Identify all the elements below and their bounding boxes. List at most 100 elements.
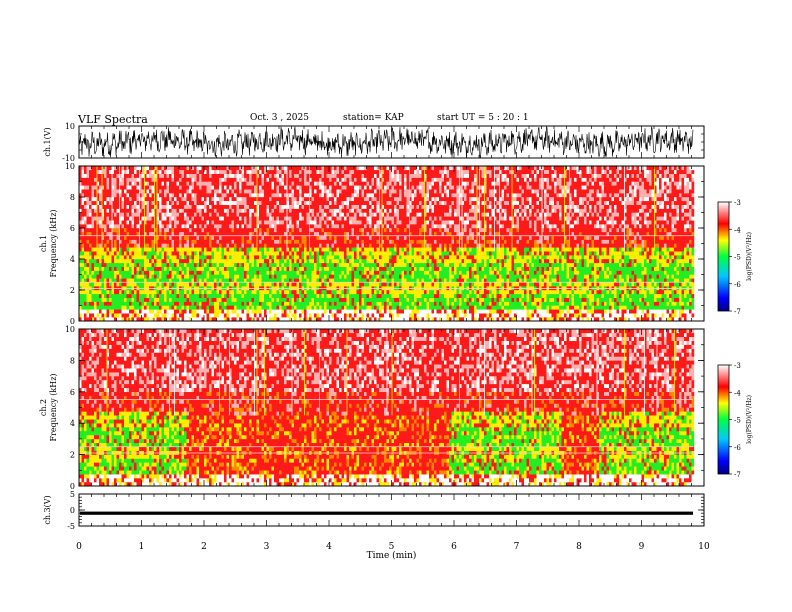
ch1-spectrogram-cell <box>309 224 312 229</box>
ch1-spectrogram-cell <box>241 305 245 310</box>
ch1-spectrogram-cell <box>314 235 317 240</box>
ch1-spectrogram-cell <box>199 200 202 205</box>
ch1-spectrogram-cell <box>216 231 220 236</box>
ch1-spectrogram-cell <box>141 208 145 213</box>
ch1-spectrogram-cell <box>236 270 240 275</box>
ch1-spectrogram-cell <box>309 290 312 295</box>
ch1-spectrogram-cell <box>89 301 92 306</box>
ch1-spectrogram-cell <box>171 293 175 298</box>
ch1-spectrogram-cell <box>206 228 210 233</box>
ch1-spectrogram-cell <box>149 251 152 256</box>
ch1-spectrogram-cell <box>169 193 172 198</box>
ch1-spectrogram-cell <box>204 290 207 295</box>
ch1-spectrogram-cell <box>261 231 265 236</box>
ch1-spectrogram-cell <box>279 301 282 306</box>
ch1-spectrogram-cell <box>356 228 360 233</box>
ch1-spectrogram-cell <box>201 251 205 256</box>
ch1-spectrogram-cell <box>229 208 232 213</box>
ch1-spectrogram-cell <box>186 259 190 264</box>
ch1-spectrogram-cell <box>271 200 275 205</box>
ch1-spectrogram-cell <box>86 251 90 256</box>
ch1-spectrogram-cell <box>306 278 310 283</box>
ch1-spectrogram-cell <box>126 262 130 267</box>
ch1-spectrogram-cell <box>241 309 245 314</box>
ch1-spectrogram-cell <box>221 247 225 252</box>
ch1-spectrogram-cell <box>244 243 247 248</box>
ch1-spectrogram-cell <box>299 297 302 302</box>
ch1-spectrogram-cell <box>94 228 97 233</box>
ch1-spectrogram-cell <box>366 243 370 248</box>
ch1-spectrogram-cell <box>111 169 115 174</box>
ch1-spectrogram-cell <box>251 305 255 310</box>
ch1-spectrogram-cell <box>354 290 357 295</box>
ch1-spectrogram-cell <box>359 177 362 182</box>
ch1-spectrogram-cell <box>174 216 177 221</box>
ch1-spectrogram-cell <box>131 173 135 178</box>
ch1-spectrogram-cell <box>166 216 170 221</box>
ch1-spectrogram-cell <box>304 200 307 205</box>
ch1-spectrogram-cell <box>289 208 292 213</box>
ch1-spectrogram-cell <box>366 216 370 221</box>
ch1-spectrogram-cell <box>209 204 212 209</box>
ch1-spectrogram-cell <box>371 177 375 182</box>
ch1-spectrogram-cell <box>126 293 130 298</box>
ch1-spectrogram-cell <box>131 239 135 244</box>
ch1-spectrogram-cell <box>149 290 152 295</box>
ch1-spectrogram-cell <box>309 200 312 205</box>
ch1-spectrogram-cell <box>374 193 377 198</box>
ch1-spectrogram-cell <box>119 185 122 190</box>
ch1-spectrogram-cell <box>204 293 207 298</box>
ch1-spectrogram-cell <box>194 278 197 283</box>
ch1-spectrogram-cell <box>171 204 175 209</box>
ch1-spectrogram-cell <box>126 278 130 283</box>
ch1-spectrogram-cell <box>214 290 217 295</box>
ch1-spectrogram-cell <box>286 185 290 190</box>
ch1-spectrogram-cell <box>306 313 310 318</box>
ch1-spectrogram-cell <box>196 247 200 252</box>
ch1-spectrogram-cell <box>339 305 342 310</box>
ch1-spectrogram-cell <box>221 181 225 186</box>
ch1-spectrogram-cell <box>89 247 92 252</box>
ch1-spectrogram-cell <box>146 317 150 322</box>
ch1-spectrogram-cell <box>86 220 90 225</box>
ch1-spectrogram-cell <box>271 297 275 302</box>
ch1-spectrogram-cell <box>136 235 140 240</box>
ch1-spectrogram-cell <box>236 200 240 205</box>
ch1-spectrogram-cell <box>291 247 295 252</box>
ch1-spectrogram-cell <box>374 189 377 194</box>
ch1-spectrogram-cell <box>261 270 265 275</box>
ch1-spectrogram-cell <box>236 305 240 310</box>
ch1-spectrogram-cell <box>99 224 102 229</box>
ch1-spectrogram-cell <box>274 169 277 174</box>
ch1-spectrogram-cell <box>249 231 252 236</box>
ch1-spectrogram-cell <box>184 216 187 221</box>
ch1-spectrogram-cell <box>101 239 105 244</box>
ch1-spectrogram-cell <box>366 185 370 190</box>
ch1-spectrogram-cell <box>211 212 215 217</box>
ch1-spectrogram-cell <box>351 231 355 236</box>
ch1-spectrogram-cell <box>261 301 265 306</box>
ch1-spectrogram-cell <box>164 185 167 190</box>
ch1-spectrogram-cell <box>381 262 385 267</box>
ch1-spectrogram-cell <box>304 169 307 174</box>
ch1-spectrogram-cell <box>246 204 250 209</box>
ch1-spectrogram-cell <box>281 313 285 318</box>
ch1-spectrogram-cell <box>154 317 157 322</box>
ch1-spectrogram-cell <box>91 228 95 233</box>
ch1-spectrogram-cell <box>129 255 132 260</box>
ch1-spectrogram-cell <box>351 247 355 252</box>
ch1-spectrogram-cell <box>321 228 325 233</box>
ch1-spectrogram-cell <box>314 208 317 213</box>
ch1-spectrogram-cell <box>161 208 165 213</box>
ch1-spectrogram-cell <box>379 239 382 244</box>
ch1-spectrogram-cell <box>126 313 130 318</box>
ch1-spectrogram-cell <box>364 228 367 233</box>
ch1-spectrogram-cell <box>139 251 142 256</box>
ch1-spectrogram-cell <box>81 212 85 217</box>
ch1-spectrogram-cell <box>106 313 110 318</box>
ch1-spectrogram-cell <box>194 181 197 186</box>
ch1-spectrogram-cell <box>366 208 370 213</box>
ch1-spectrogram-cell <box>256 228 260 233</box>
ch1-spectrogram-cell <box>316 235 320 240</box>
ch1-spectrogram-cell <box>281 309 285 314</box>
